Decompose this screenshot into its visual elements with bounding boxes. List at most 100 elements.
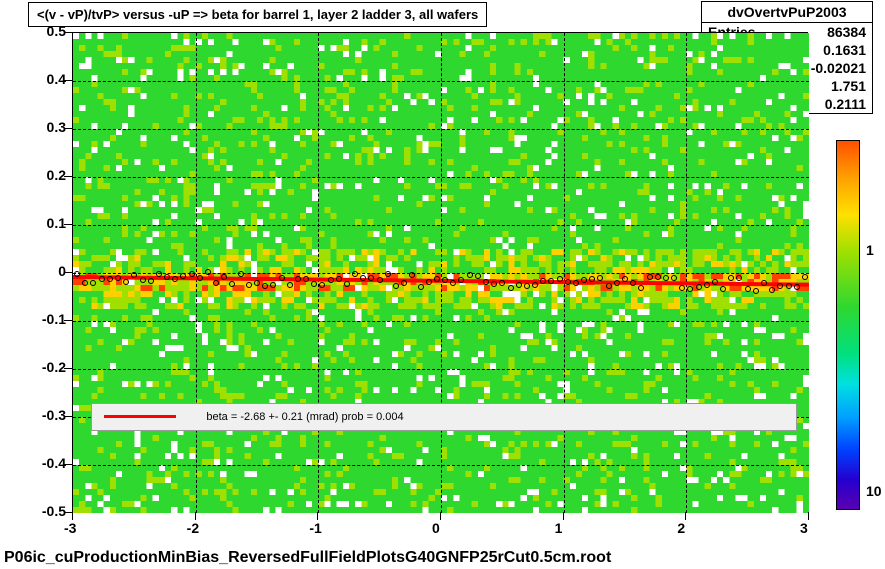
- fit-marker: [140, 277, 146, 283]
- fit-legend-box: beta = -2.68 +- 0.21 (mrad) prob = 0.004: [91, 403, 796, 432]
- stats-value: 1.751: [831, 78, 866, 94]
- fit-marker: [262, 283, 268, 289]
- fit-marker: [450, 280, 456, 286]
- fit-marker: [205, 269, 211, 275]
- fit-marker: [532, 282, 538, 288]
- fit-marker: [794, 284, 800, 290]
- fit-marker: [802, 274, 808, 280]
- x-tick-label: 2: [677, 520, 685, 536]
- fit-marker: [638, 285, 644, 291]
- gridline-h: [73, 369, 809, 370]
- fit-marker: [385, 271, 391, 277]
- gridline-h: [73, 465, 809, 466]
- fit-marker: [336, 276, 342, 282]
- fit-marker: [753, 288, 759, 294]
- fit-marker: [99, 276, 105, 282]
- y-tick: [64, 272, 72, 273]
- y-tick: [64, 224, 72, 225]
- stats-histogram-name: dvOvertvPuP2003: [702, 2, 872, 23]
- x-tick: [72, 512, 73, 520]
- x-tick: [685, 512, 686, 520]
- fit-marker: [131, 272, 137, 278]
- legend-text: beta = -2.68 +- 0.21 (mrad) prob = 0.004: [206, 411, 403, 423]
- fit-marker: [786, 283, 792, 289]
- fit-marker: [393, 283, 399, 289]
- x-tick-label: 1: [555, 520, 563, 536]
- fit-marker: [426, 279, 432, 285]
- gridline-h: [73, 177, 809, 178]
- gridline-h: [73, 129, 809, 130]
- colorbar: [836, 140, 860, 510]
- fit-marker: [164, 274, 170, 280]
- fit-marker: [270, 282, 276, 288]
- fit-marker: [663, 275, 669, 281]
- fit-marker: [344, 281, 350, 287]
- y-tick-label: 0.4: [47, 71, 66, 87]
- fit-marker: [720, 286, 726, 292]
- x-tick-label: -3: [64, 520, 76, 536]
- fit-marker: [82, 280, 88, 286]
- y-tick-label: 0.3: [47, 119, 66, 135]
- y-tick: [64, 176, 72, 177]
- y-tick: [64, 368, 72, 369]
- y-tick: [64, 512, 72, 513]
- fit-marker: [696, 284, 702, 290]
- fit-marker: [148, 278, 154, 284]
- x-tick-label: -2: [187, 520, 199, 536]
- fit-marker: [745, 286, 751, 292]
- fit-marker: [581, 277, 587, 283]
- fit-marker: [671, 275, 677, 281]
- fit-marker: [769, 287, 775, 293]
- source-filename: P06ic_cuProductionMinBias_ReversedFullFi…: [4, 549, 611, 567]
- x-tick-label: 3: [800, 520, 808, 536]
- fit-marker: [508, 285, 514, 291]
- colorbar-tick-label: 1: [866, 242, 874, 258]
- x-tick: [563, 512, 564, 520]
- fit-marker: [352, 271, 358, 277]
- fit-marker: [712, 279, 718, 285]
- fit-marker: [647, 274, 653, 280]
- y-tick-label: 0: [58, 263, 66, 279]
- y-tick-label: -0.4: [42, 455, 66, 471]
- y-tick-label: -0.1: [42, 311, 66, 327]
- y-tick: [64, 464, 72, 465]
- fit-marker: [589, 276, 595, 282]
- fit-marker: [687, 286, 693, 292]
- y-tick-label: 0.5: [47, 23, 66, 39]
- fit-marker: [565, 279, 571, 285]
- fit-marker: [123, 279, 129, 285]
- y-tick: [64, 128, 72, 129]
- fit-marker: [458, 277, 464, 283]
- plot-area: beta = -2.68 +- 0.21 (mrad) prob = 0.004: [72, 32, 808, 512]
- fit-marker: [475, 273, 481, 279]
- fit-marker: [467, 272, 473, 278]
- y-tick-label: -0.2: [42, 359, 66, 375]
- stats-value: -0.02021: [811, 60, 866, 76]
- y-tick: [64, 80, 72, 81]
- y-tick: [64, 320, 72, 321]
- fit-marker: [524, 283, 530, 289]
- fit-marker: [622, 276, 628, 282]
- legend-line-sample: [104, 415, 176, 418]
- fit-marker: [303, 276, 309, 282]
- fit-marker: [679, 285, 685, 291]
- fit-marker: [434, 276, 440, 282]
- y-tick-label: -0.5: [42, 503, 66, 519]
- fit-marker: [516, 282, 522, 288]
- fit-marker: [761, 280, 767, 286]
- x-tick-label: -1: [309, 520, 321, 536]
- stats-value: 0.1631: [823, 42, 866, 58]
- fit-marker: [736, 275, 742, 281]
- fit-marker: [229, 281, 235, 287]
- x-tick-label: 0: [432, 520, 440, 536]
- plot-title: <(v - vP)/tvP> versus -uP => beta for ba…: [37, 7, 478, 22]
- fit-marker: [655, 274, 661, 280]
- x-tick: [808, 512, 809, 520]
- gridline-h: [73, 81, 809, 82]
- fit-marker: [279, 275, 285, 281]
- fit-marker: [557, 276, 563, 282]
- fit-marker: [246, 282, 252, 288]
- fit-marker: [377, 277, 383, 283]
- y-tick-label: 0.1: [47, 215, 66, 231]
- fit-marker: [328, 277, 334, 283]
